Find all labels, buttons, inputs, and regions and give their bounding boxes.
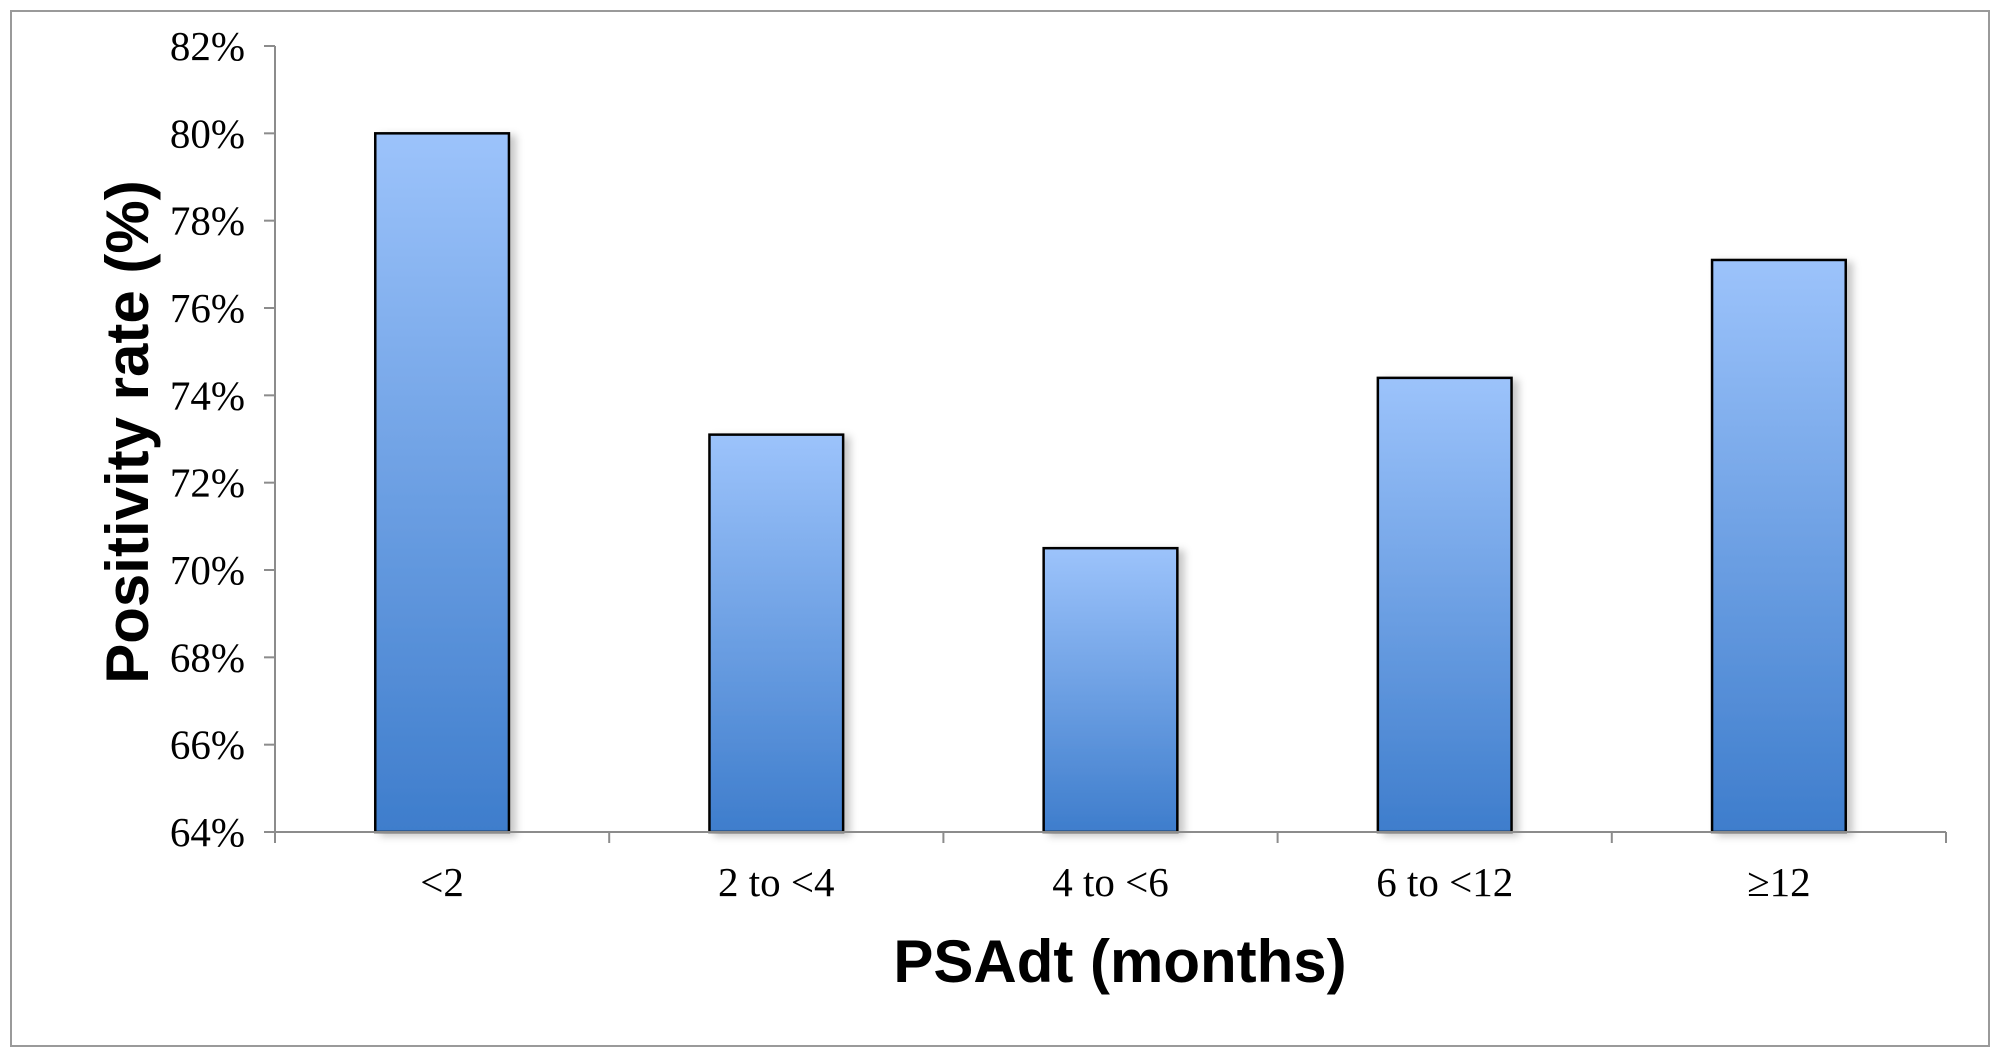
y-tick-label: 64% bbox=[170, 809, 245, 855]
x-axis-ticks bbox=[274, 832, 1947, 843]
y-tick-label: 80% bbox=[170, 110, 245, 156]
x-tick-label: 2 to <4 bbox=[718, 859, 835, 905]
y-tick-label: 68% bbox=[170, 634, 245, 680]
y-tick-label: 76% bbox=[170, 285, 245, 331]
x-tick-label: ≥12 bbox=[1747, 859, 1811, 905]
x-axis-title: PSAdt (months) bbox=[893, 928, 1346, 995]
y-tick-label: 70% bbox=[170, 547, 245, 593]
y-axis-title: Positivity rate (%) bbox=[94, 180, 161, 683]
bar-4 bbox=[1710, 258, 1847, 834]
x-tick-label: 6 to <12 bbox=[1376, 859, 1513, 905]
y-tick-label: 74% bbox=[170, 372, 245, 418]
bar-3 bbox=[1376, 376, 1513, 834]
y-axis-ticks bbox=[264, 45, 275, 833]
y-tick-label: 66% bbox=[170, 722, 245, 768]
y-tick-label: 78% bbox=[170, 198, 245, 244]
bar-2 bbox=[1042, 546, 1179, 834]
y-tick-label: 82% bbox=[170, 23, 245, 69]
bar-1 bbox=[708, 433, 845, 834]
x-axis-tick-labels: <2 2 to <4 4 to <6 6 to <12 ≥12 bbox=[420, 859, 1810, 905]
chart-frame: 64% 66% 68% 70% 72% 74% 76% 78% 80% 82% <2 2 to <4… bbox=[10, 10, 1990, 1047]
x-tick-label: 4 to <6 bbox=[1052, 859, 1169, 905]
bar-chart: 64% 66% 68% 70% 72% 74% 76% 78% 80% 82% <2 2 to <4… bbox=[94, 23, 1947, 995]
y-tick-label: 72% bbox=[170, 460, 245, 506]
bar-0 bbox=[374, 132, 511, 834]
y-axis-tick-labels: 64% 66% 68% 70% 72% 74% 76% 78% 80% 82% bbox=[170, 23, 245, 855]
x-tick-label: <2 bbox=[420, 859, 464, 905]
bars bbox=[374, 132, 1847, 834]
